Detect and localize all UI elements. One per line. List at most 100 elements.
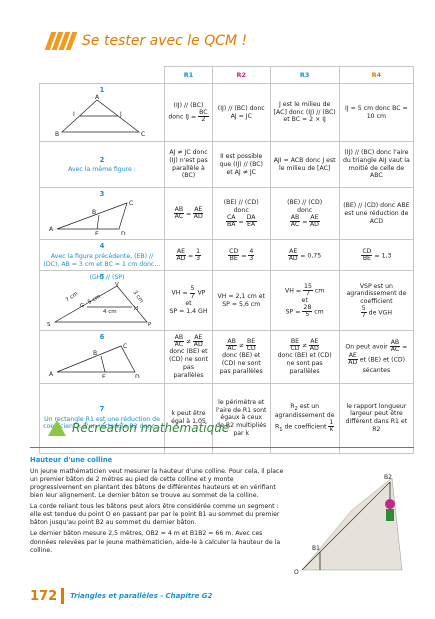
- question-number: 3: [99, 190, 105, 199]
- footer-divider: [61, 588, 65, 604]
- label-B: B: [92, 209, 96, 216]
- question-cell: 4 Avec la figure précédente, (EB) // (DC…: [39, 239, 165, 272]
- answer-r2[interactable]: (BE) // (CD) donc CA BA = DA EA: [211, 187, 271, 241]
- answer-r3[interactable]: VH = 15 7 cm et SP = 28 5 cm: [269, 270, 340, 332]
- col-r3: R3: [269, 66, 340, 84]
- answer-r2[interactable]: le périmètre et l'aire de R1 sont égaux …: [211, 382, 271, 454]
- problem-paragraph-1: Un jeune mathématicien veut mesurer la h…: [30, 468, 284, 500]
- answer-r2[interactable]: (IJ) // (BC) donc AJ = JC: [211, 82, 271, 143]
- question-number: 7: [99, 405, 105, 414]
- answer-r4[interactable]: CD BE = 1,3: [338, 239, 415, 272]
- label-4cm: 4 cm: [103, 309, 117, 315]
- recreation-header: Récréation mathématique: [48, 420, 229, 436]
- answer-r4[interactable]: VSP est un agrandissement de coefficient…: [338, 270, 415, 332]
- label-B: B: [93, 350, 97, 357]
- question-text: Avec la figure précédente, (EB) // (DC),…: [43, 252, 161, 268]
- chapter-title: Triangles et parallèles - Chapitre G2: [70, 592, 213, 600]
- answer-r2[interactable]: Il est possible que (IJ) // (BC) et AJ ≠…: [211, 141, 271, 189]
- answer-r3[interactable]: AE AD = 0,75: [269, 239, 340, 272]
- label-V: V: [115, 282, 119, 288]
- label-7cm: 7 cm: [65, 291, 80, 304]
- answer-r1[interactable]: (IJ) // (BC) donc IJ = BC 2: [164, 82, 213, 143]
- hill-illustration: B2 B1 O: [294, 474, 403, 576]
- problem-paragraph-2: La corde reliant tous les bâtons peut al…: [30, 503, 280, 527]
- answer-r4[interactable]: le rapport longueur largeur peut être di…: [338, 382, 415, 454]
- answer-r4[interactable]: (IJ) // (BC) donc l'aire du triangle AIJ…: [338, 141, 415, 189]
- table-row: 3 A B C E D AB AC = AE AD (BE) // (CD) donc…: [39, 187, 415, 241]
- page-header: Se tester avec le QCM !: [44, 30, 248, 52]
- label-A: A: [95, 94, 100, 101]
- label-P: P: [148, 322, 152, 326]
- header-decoration: [44, 32, 78, 50]
- page-number: 172: [30, 588, 58, 604]
- table-row: 1 A I J B C (IJ) // (BC) donc IJ = BC 2 (…: [39, 82, 415, 143]
- question-text: Un rectangle R1 est une réduction de coe…: [43, 415, 161, 431]
- table-row: 2 Avec la même figure : AJ ≠ JC donc (IJ…: [39, 141, 415, 189]
- answer-r1[interactable]: AB AC = AE AD: [164, 187, 213, 241]
- col-r2: R2: [211, 66, 271, 84]
- page-title: Se tester avec le QCM !: [82, 33, 248, 49]
- label-G: G: [80, 303, 84, 309]
- question-cell: 3 A B C E D: [39, 187, 165, 241]
- label-5cm: 5 cm: [87, 293, 102, 305]
- col-r1: R1: [164, 66, 213, 84]
- answer-r2[interactable]: VH = 2,1 cm et SP = 5,6 cm: [211, 270, 271, 332]
- answer-r1[interactable]: k peut être égal à 1,05: [164, 382, 213, 454]
- question-cell: 1 A I J B C: [39, 82, 165, 143]
- label-E: E: [95, 231, 99, 235]
- problem-heading: Hauteur d'une colline: [30, 456, 113, 464]
- question-cell: 2 Avec la même figure :: [39, 141, 165, 189]
- answer-r3[interactable]: AJI = ACB donc J est le milieu de [AC]: [269, 141, 340, 189]
- answer-r3[interactable]: (BE) // (CD) donc AB AC = AE AD: [269, 187, 340, 241]
- label-3cm: 3 cm: [131, 289, 144, 304]
- label-J: J: [119, 111, 122, 118]
- label-E: E: [102, 374, 106, 378]
- question-text: Avec la même figure :: [68, 166, 136, 174]
- label-D: D: [135, 374, 140, 378]
- table-row: 5 (GH) // (SP) 7 cm V 3 cm G 5 cm 4 cm H…: [39, 270, 415, 332]
- page-footer: 172 Triangles et parallèles - Chapitre G…: [30, 588, 212, 604]
- answer-r4[interactable]: IJ = 5 cm donc BC = 10 cm: [338, 82, 415, 143]
- problem-paragraph-3: Le dernier bâton mesure 2,5 mètres, OB2 …: [30, 530, 281, 554]
- label-B1: B1: [312, 545, 320, 552]
- question-number: 4: [99, 242, 105, 251]
- answer-r3[interactable]: J est le milieu de [AC] donc (IJ) // (BC…: [269, 82, 340, 143]
- table-row: 6 A B C E D AB AC ≠ AE AD donc (BE) et (CD)…: [39, 330, 415, 384]
- question-number: 6: [99, 333, 105, 342]
- label-B: B: [55, 131, 59, 136]
- table-row: 7 Un rectangle R1 est une réduction de c…: [39, 382, 415, 454]
- answer-r4[interactable]: On peut avoir AB AC = AE AD et (BE) et (CD…: [338, 330, 415, 384]
- label-C: C: [129, 200, 133, 207]
- answer-r3[interactable]: BE CD ≠ AE AD donc (BE) et (CD) ne sont pas…: [269, 330, 340, 384]
- problem-box: Hauteur d'une colline Un jeune mathémati…: [30, 447, 414, 583]
- label-A: A: [49, 371, 54, 378]
- question-number: 1: [99, 86, 105, 94]
- answer-r4[interactable]: (BE) // (CD) donc ABE est une réduction …: [338, 187, 415, 241]
- recreation-title: Récréation mathématique: [72, 421, 230, 435]
- answer-r1[interactable]: AJ ≠ JC donc (IJ) n'est pas parallèle à …: [164, 141, 213, 189]
- label-A: A: [49, 226, 54, 233]
- question-cell: 5 (GH) // (SP) 7 cm V 3 cm G 5 cm 4 cm H…: [39, 270, 165, 332]
- question-number: 5: [99, 273, 105, 282]
- question-cell: 6 A B C E D: [39, 330, 165, 384]
- triangle-figure-5: 7 cm V 3 cm G 5 cm 4 cm H S P: [47, 282, 152, 328]
- label-B2: B2: [384, 474, 392, 481]
- answer-r3[interactable]: R2 est un agrandissement de R1 de coeffi…: [269, 382, 340, 454]
- qcm-table: R1 R2 R3 R4 1 A I J B C (IJ) // (BC) don…: [39, 66, 415, 454]
- col-r4: R4: [338, 66, 415, 84]
- question-number: 2: [99, 155, 105, 164]
- label-O: O: [294, 569, 299, 576]
- label-C: C: [141, 131, 145, 136]
- answer-r2[interactable]: AB AC ≠ BE CD donc (BE) et (CD) ne sont pas…: [211, 330, 271, 384]
- header-blank: [39, 66, 165, 84]
- table-row: 4 Avec la figure précédente, (EB) // (DC…: [39, 239, 415, 272]
- label-C: C: [123, 343, 127, 350]
- label-D: D: [121, 231, 126, 235]
- label-S: S: [47, 322, 51, 326]
- label-H: H: [134, 306, 138, 312]
- answer-r1[interactable]: AB AC ≠ AE AD donc (BE) et (CD) ne sont pas…: [164, 330, 213, 384]
- triangle-icon: [48, 420, 66, 436]
